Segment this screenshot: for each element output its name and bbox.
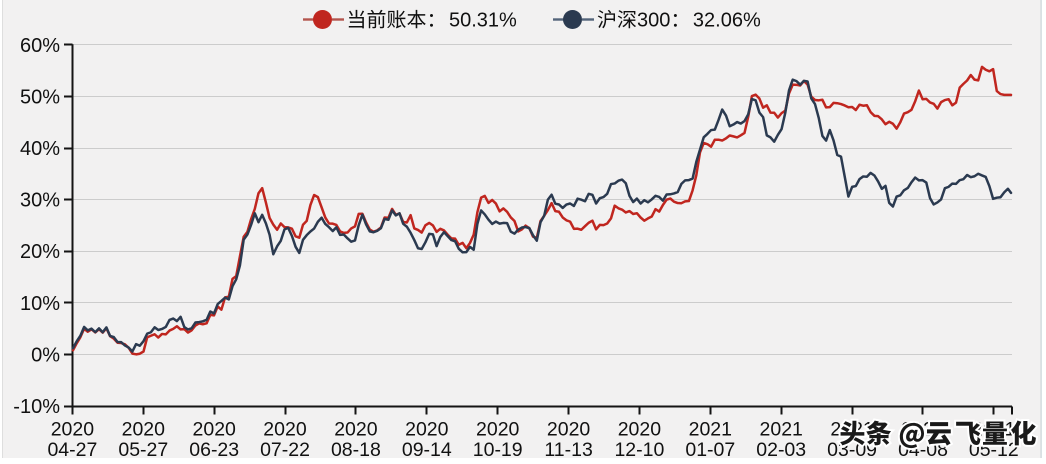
svg-text:01-07: 01-07 <box>685 439 735 461</box>
svg-text:2020: 2020 <box>51 419 95 441</box>
svg-text:02-03: 02-03 <box>756 439 806 461</box>
svg-text:08-18: 08-18 <box>331 439 381 461</box>
svg-text:04-27: 04-27 <box>47 439 97 461</box>
svg-text:2020: 2020 <box>193 419 237 441</box>
svg-text:10%: 10% <box>20 293 60 315</box>
svg-text:2021: 2021 <box>689 419 732 441</box>
svg-text:30%: 30% <box>20 190 60 212</box>
svg-text:20%: 20% <box>20 241 60 263</box>
svg-text:2020: 2020 <box>334 419 378 441</box>
svg-text:-10%: -10% <box>13 396 60 418</box>
svg-text:40%: 40% <box>20 138 60 160</box>
svg-text:12-10: 12-10 <box>614 439 664 461</box>
svg-text:60%: 60% <box>20 35 60 57</box>
svg-text:2020: 2020 <box>547 419 591 441</box>
svg-text:2020: 2020 <box>263 419 307 441</box>
svg-text:32.06%: 32.06% <box>693 10 761 32</box>
svg-text:11-13: 11-13 <box>544 439 592 461</box>
svg-text:07-22: 07-22 <box>260 439 310 461</box>
svg-text:2020: 2020 <box>476 419 520 441</box>
svg-text:50.31%: 50.31% <box>449 10 517 32</box>
svg-text:2020: 2020 <box>405 419 449 441</box>
svg-text:2020: 2020 <box>122 419 166 441</box>
svg-text:05-27: 05-27 <box>118 439 168 461</box>
svg-text:300: 300 <box>637 10 670 32</box>
svg-text:0%: 0% <box>31 344 60 366</box>
svg-text:2021: 2021 <box>760 419 803 441</box>
svg-text:10-19: 10-19 <box>473 439 523 461</box>
svg-text:2020: 2020 <box>618 419 662 441</box>
svg-text:09-14: 09-14 <box>402 439 452 461</box>
svg-text:06-23: 06-23 <box>189 439 239 461</box>
svg-text:50%: 50% <box>20 86 60 108</box>
